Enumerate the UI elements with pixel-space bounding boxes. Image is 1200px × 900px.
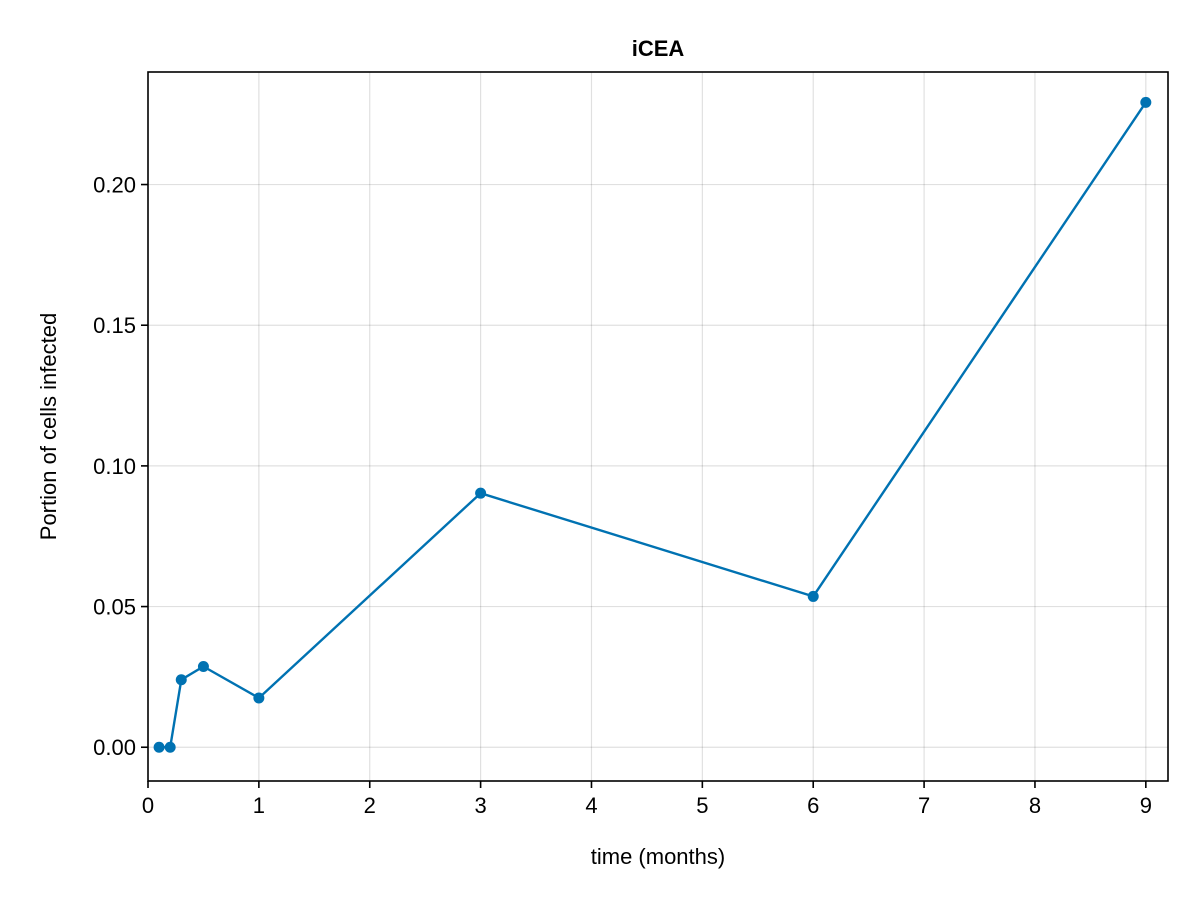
y-tick-label: 0.05 [93,595,136,620]
x-tick-label: 2 [364,793,376,818]
x-tick-label: 7 [918,793,930,818]
series-layer [153,96,1152,753]
data-point [1140,96,1152,108]
grid-lines [147,72,1168,781]
series-line [159,101,1147,749]
y-tick-label: 0.15 [93,313,136,338]
plot-frame [147,71,1169,782]
chart-title: iCEA [632,36,685,61]
x-tick-label: 8 [1029,793,1041,818]
data-point [253,692,265,704]
data-point [164,741,176,753]
data-point [197,660,209,672]
data-point [175,674,187,686]
x-tick-label: 4 [585,793,597,818]
x-tick-label: 6 [807,793,819,818]
x-tick-label: 1 [253,793,265,818]
x-tick-label: 5 [696,793,708,818]
data-point [807,590,819,602]
y-tick-label: 0.00 [93,735,136,760]
data-point [153,741,165,753]
x-axis-label: time (months) [591,844,725,869]
y-tick-label: 0.20 [93,173,136,198]
x-tick-label: 3 [474,793,486,818]
y-tick-label: 0.10 [93,454,136,479]
data-point [475,487,487,499]
x-tick-label: 0 [142,793,154,818]
y-axis-label: Portion of cells infected [36,313,61,540]
x-tick-label: 9 [1140,793,1152,818]
axis-ticks [141,183,1147,788]
